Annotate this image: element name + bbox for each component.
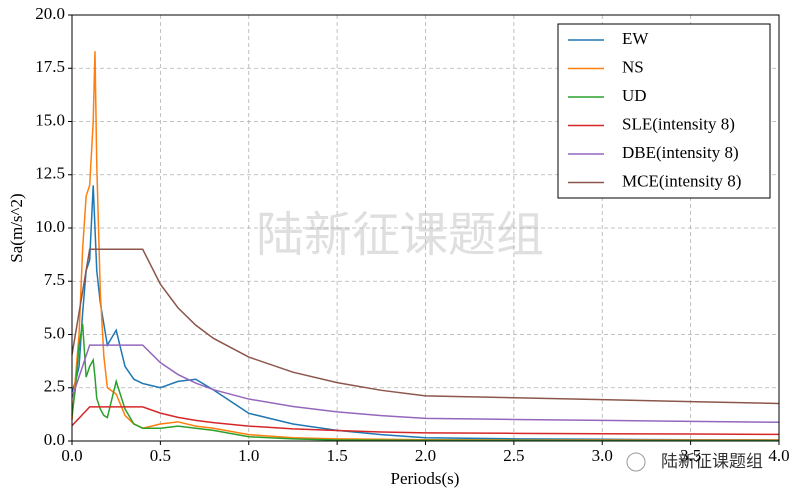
brand-icon xyxy=(626,452,646,472)
x-tick-label: 0.0 xyxy=(61,446,82,465)
brand: 陆新征课题组 xyxy=(661,452,763,472)
legend-label: EW xyxy=(622,29,649,48)
legend-label: NS xyxy=(622,57,644,76)
y-axis-label: Sa(m/s^2) xyxy=(7,193,26,262)
legend-label: UD xyxy=(622,86,647,105)
x-tick-label: 4.0 xyxy=(768,446,789,465)
watermark: 陆新征课题组 xyxy=(256,209,544,262)
x-axis-label: Periods(s) xyxy=(391,469,460,488)
y-tick-label: 7.5 xyxy=(44,270,65,289)
plot-frame xyxy=(71,14,780,442)
line-series xyxy=(71,406,780,436)
line-series xyxy=(71,323,779,442)
line-series xyxy=(71,248,780,405)
y-tick-label: 0.0 xyxy=(44,430,65,449)
x-tick-label: 1.5 xyxy=(327,446,348,465)
y-tick-label: 2.5 xyxy=(44,377,65,396)
x-tick-label: 1.0 xyxy=(238,446,259,465)
line-series xyxy=(71,344,780,424)
x-tick-label: 3.5 xyxy=(680,446,701,465)
y-tick-label: 15.0 xyxy=(35,110,65,129)
x-tick-label: 0.5 xyxy=(150,446,171,465)
x-tick-label: 2.5 xyxy=(503,446,524,465)
y-tick-label: 5.0 xyxy=(44,323,65,342)
y-tick-label: 12.5 xyxy=(35,164,65,183)
y-tick-label: 20.0 xyxy=(35,4,65,23)
x-tick-label: 3.0 xyxy=(592,446,613,465)
x-tick-label: 2.0 xyxy=(415,446,436,465)
legend-label: SLE(intensity 8) xyxy=(622,114,735,133)
line-series xyxy=(71,185,780,441)
legend-label: MCE(intensity 8) xyxy=(622,171,741,190)
y-tick-label: 10.0 xyxy=(35,217,65,236)
legend-label: DBE(intensity 8) xyxy=(622,143,739,162)
legend-box xyxy=(557,23,771,199)
y-tick-label: 17.5 xyxy=(35,57,65,76)
